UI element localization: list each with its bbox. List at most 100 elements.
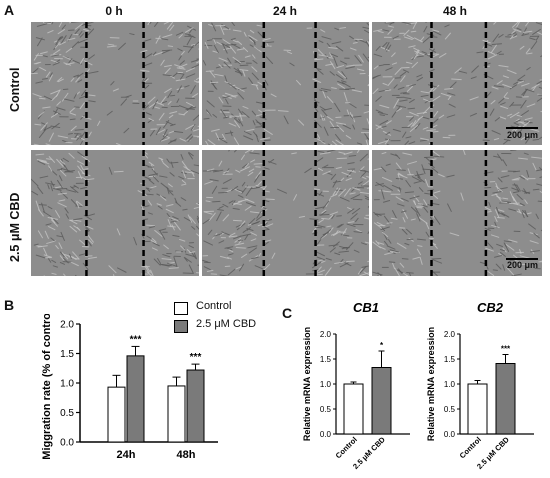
cell-streak [413,180,423,184]
cell-streak [76,72,84,78]
cell-streak [174,197,178,204]
cell-streak [264,79,269,86]
cell-streak [508,208,517,212]
cell-streak [511,187,519,191]
cell-streak [188,264,194,274]
cell-streak [250,159,256,163]
cell-streak [333,180,342,183]
cell-streak [432,30,442,36]
x-tick-label: Control [458,435,483,460]
cell-streak [177,85,182,93]
cell-streak [384,42,390,50]
cell-streak [143,62,153,67]
cell-streak [515,22,521,29]
cell-streak [168,138,177,144]
cell-streak [166,158,170,163]
cell-streak [406,272,414,274]
cell-streak [526,67,531,71]
cell-streak [161,258,172,260]
cell-streak [514,118,520,123]
cell-streak [328,56,334,59]
cell-streak [447,92,456,96]
cell-streak [316,193,325,197]
cell-streak [348,154,357,157]
cell-streak [51,54,60,57]
bar-control-48h [167,385,186,443]
cell-streak [43,254,52,258]
cell-streak [387,77,395,86]
cell-streak [366,187,369,189]
cell-streak [262,38,271,41]
cell-streak [506,69,517,74]
cell-streak [143,38,152,42]
cell-streak [146,187,151,192]
cell-streak [250,256,260,260]
cell-streak [107,43,115,46]
cell-streak [367,158,369,160]
cell-streak [204,180,213,185]
cell-streak [55,89,61,97]
legend-swatch-control [174,302,188,315]
cell-streak [416,55,424,58]
cell-streak [252,120,256,126]
cell-streak [375,45,381,51]
cell-streak [186,101,195,107]
cell-streak [180,245,186,251]
cell-streak [512,28,522,33]
cell-streak [253,40,256,46]
cell-streak [208,212,216,221]
cell-streak [53,110,61,115]
cell-streak [414,37,424,43]
cell-streak [185,253,195,258]
cell-streak [520,134,529,141]
cell-streak [509,111,520,119]
cell-streak [240,154,246,160]
cell-streak [360,171,367,178]
panel-label-b: B [4,297,15,313]
cell-streak [38,129,46,139]
cell-streak [53,218,59,224]
cell-streak [175,31,184,36]
cell-streak [53,49,61,55]
cell-streak [227,57,232,64]
cell-streak [334,261,345,264]
cell-streak [242,46,249,53]
cell-streak [57,135,69,139]
cell-streak [41,55,48,58]
cell-streak [147,119,153,123]
cell-streak [42,211,52,217]
cell-streak [160,134,168,142]
cell-streak [168,216,179,222]
cell-streak [87,241,92,247]
cell-streak [352,41,358,44]
cell-streak [40,160,50,165]
cell-streak [235,169,241,173]
cell-streak [203,117,210,120]
cell-streak [322,90,327,99]
cell-streak [392,210,397,219]
cell-streak [507,113,513,117]
cell-streak [315,251,325,257]
cell-streak [208,23,214,27]
cell-streak [88,239,94,245]
cell-streak [377,140,389,145]
cell-streak [271,252,276,259]
cell-streak [399,262,405,268]
cell-streak [219,255,230,260]
cell-streak [425,156,431,162]
cell-streak [63,62,72,66]
cell-streak [79,140,83,145]
cell-streak [531,83,540,89]
cell-streak [348,102,357,109]
cell-streak [31,190,39,196]
cell-streak [422,116,430,120]
cell-streak [70,77,75,82]
cell-streak [374,183,384,186]
cell-streak [218,160,223,167]
cell-streak [181,179,187,184]
y-tick-label: 0.5 [444,405,456,414]
cell-streak [243,135,254,141]
cell-streak [79,253,86,256]
cell-streak [249,152,260,155]
cell-streak [190,59,199,63]
